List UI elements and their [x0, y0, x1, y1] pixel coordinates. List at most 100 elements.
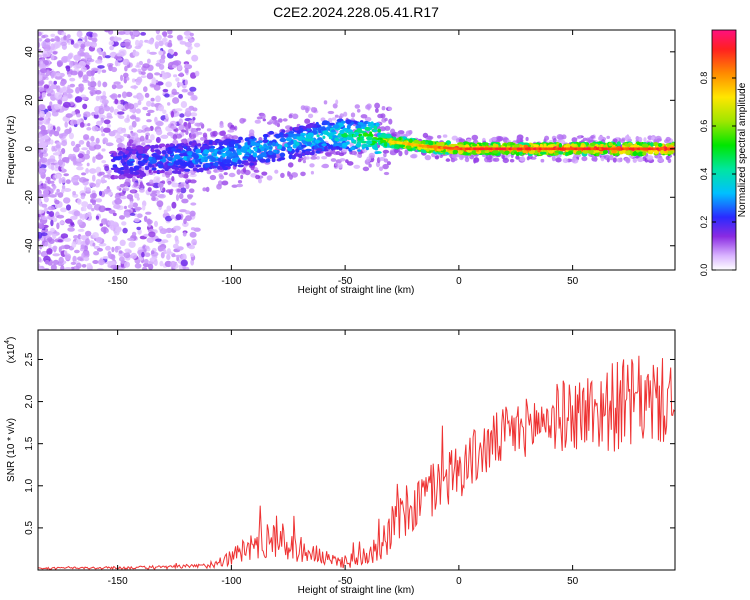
heatmap-cell [281, 147, 286, 152]
heatmap-cell [172, 243, 179, 249]
heatmap-cell [175, 194, 180, 201]
heatmap-cell [81, 264, 87, 268]
heatmap-cell [117, 156, 121, 161]
heatmap-cell [187, 179, 191, 183]
heatmap-cell [173, 60, 182, 66]
heatmap-cell [62, 197, 71, 204]
heatmap-cell [221, 180, 229, 186]
heatmap-cell [135, 182, 139, 187]
y-tick-label: 0.5 [24, 521, 35, 535]
heatmap-cell [271, 157, 276, 163]
heatmap-cell [76, 166, 84, 171]
heatmap-cell [60, 176, 66, 184]
heatmap-cell [45, 111, 52, 119]
heatmap-cell [381, 106, 386, 111]
heatmap-cell [65, 65, 71, 72]
heatmap-cell [552, 138, 557, 143]
heatmap-cell [117, 31, 126, 35]
heatmap-cell [43, 44, 51, 52]
heatmap-cell [44, 259, 50, 265]
heatmap-cell [105, 142, 114, 147]
heatmap-cell [82, 74, 89, 81]
heatmap-cell [186, 242, 191, 247]
heatmap-cell [365, 146, 369, 151]
heatmap-cell [365, 140, 373, 145]
heatmap-cell [42, 189, 50, 196]
heatmap-cell [134, 206, 142, 211]
heatmap-cell [174, 108, 183, 112]
heatmap-cell [57, 99, 62, 105]
heatmap-cell [46, 92, 52, 97]
colorbar-tick-label: 0.2 [699, 216, 709, 229]
heatmap-cell [103, 119, 111, 125]
heatmap-cell [190, 202, 197, 206]
heatmap-cell [52, 253, 60, 257]
heatmap-cell [91, 208, 95, 212]
heatmap-cell [260, 152, 266, 156]
heatmap-cell [142, 204, 146, 211]
heatmap-cell [162, 109, 167, 115]
svg-text:(x104): (x104) [4, 337, 17, 364]
heatmap-cell [355, 125, 362, 129]
heatmap-cell [195, 164, 202, 168]
heatmap-cell [167, 162, 174, 166]
heatmap-cell [473, 157, 480, 163]
heatmap-cell [70, 70, 78, 76]
heatmap-cell [150, 134, 155, 141]
spectrogram-y-ticks: -40 -20 0 20 40 [24, 46, 675, 253]
heatmap-cell [118, 250, 123, 254]
heatmap-cell [43, 196, 49, 203]
colorbar-gradient [711, 29, 737, 271]
heatmap-cell [61, 96, 67, 101]
colorbar-label: Normalized spectral amplitude [737, 82, 748, 217]
heatmap-cell [295, 142, 300, 146]
colorbar-tick-label: 0.4 [699, 168, 709, 181]
heatmap-cell [155, 30, 161, 35]
heatmap-cell [331, 117, 337, 121]
heatmap-cell [41, 35, 46, 39]
heatmap-cell [96, 127, 101, 131]
heatmap-cell [241, 146, 248, 151]
heatmap-cell [273, 149, 278, 153]
heatmap-cell [159, 143, 166, 147]
heatmap-cell [192, 117, 196, 121]
heatmap-cell [137, 160, 142, 165]
heatmap-cell [134, 117, 140, 122]
heatmap-cell [117, 111, 125, 115]
heatmap-cell [361, 144, 368, 148]
snr-frame [37, 329, 676, 571]
heatmap-cell [342, 137, 347, 142]
heatmap-cell [169, 143, 174, 147]
heatmap-cell [190, 129, 194, 135]
heatmap-cell [123, 181, 131, 187]
heatmap-cell [158, 104, 164, 112]
x-tick-label: 50 [567, 576, 579, 587]
heatmap-cell [137, 155, 143, 158]
heatmap-cell [81, 252, 85, 259]
heatmap-cell [50, 54, 55, 61]
heatmap-cell [219, 174, 225, 180]
heatmap-cell [104, 30, 111, 33]
heatmap-cell [318, 142, 324, 147]
heatmap-cell [129, 31, 133, 36]
heatmap-cell [83, 213, 88, 220]
heatmap-cell [306, 141, 312, 147]
heatmap-cell [123, 211, 130, 216]
heatmap-cell [142, 63, 150, 69]
heatmap-cell [166, 205, 172, 212]
heatmap-cell [68, 153, 74, 160]
heatmap-cell [77, 153, 84, 159]
heatmap-cell [57, 192, 64, 198]
heatmap-cell [122, 154, 128, 158]
heatmap-cell [366, 136, 373, 141]
heatmap-cell [274, 133, 281, 138]
heatmap-cell [112, 129, 118, 133]
heatmap-cell [345, 119, 352, 124]
heatmap-cell [38, 138, 45, 142]
heatmap-cell [147, 109, 155, 113]
heatmap-cell [234, 145, 239, 149]
heatmap-cell [50, 264, 57, 270]
heatmap-cell [131, 120, 137, 128]
heatmap-cell [93, 113, 99, 119]
heatmap-cell [118, 175, 125, 179]
